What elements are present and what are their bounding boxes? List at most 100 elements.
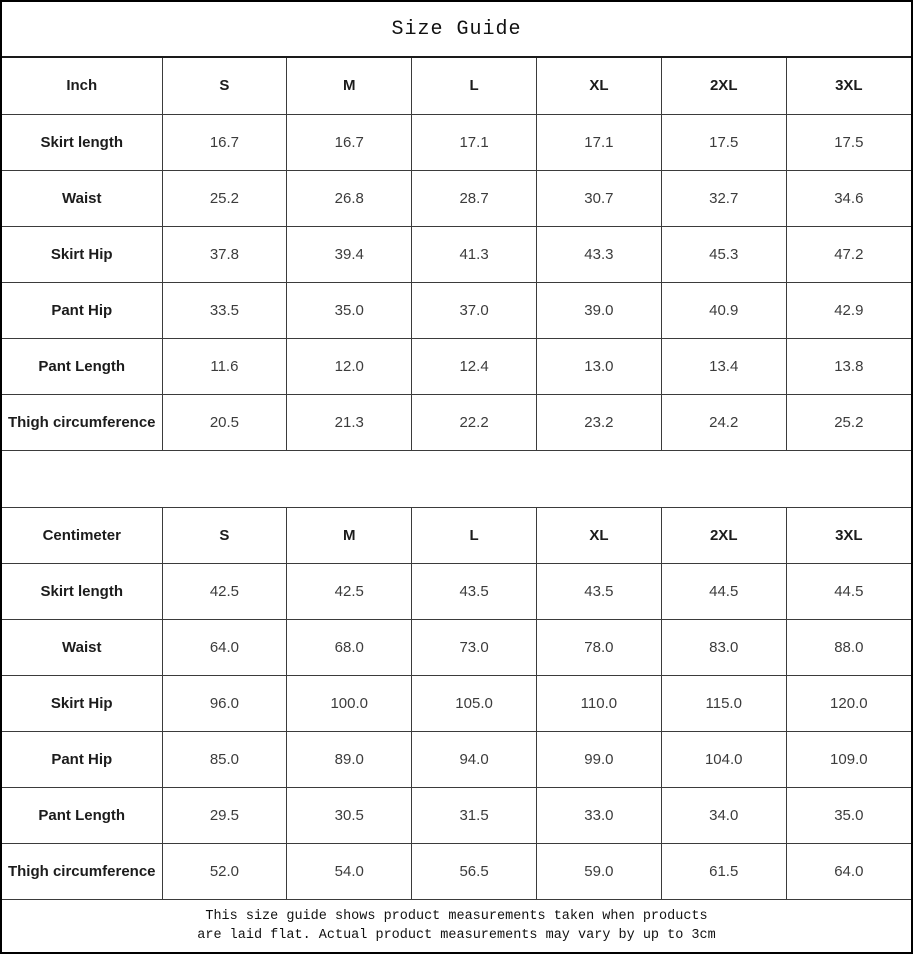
value-cell: 35.0	[786, 787, 911, 844]
size-header-cell: L	[411, 507, 537, 564]
value-cell: 30.5	[286, 787, 413, 844]
measurement-row: Thigh circumference 20.5 21.3 22.2 23.2 24.2 2…	[2, 394, 911, 451]
value-cell: 25.2	[162, 170, 288, 227]
size-header-cell: 3XL	[786, 58, 911, 115]
value-cell: 52.0	[162, 843, 288, 900]
table-spacer	[2, 450, 911, 508]
value-cell: 89.0	[286, 731, 413, 788]
row-label-cell: Thigh circumference	[2, 843, 163, 900]
row-label-cell: Waist	[2, 619, 163, 676]
value-cell: 68.0	[286, 619, 413, 676]
value-cell: 16.7	[162, 114, 288, 171]
size-header-row: Inch S M L XL 2XL 3XL	[2, 58, 911, 115]
inch-size-table: Inch S M L XL 2XL 3XL Skirt length 16.7 16.7 17.1 1…	[2, 58, 911, 451]
value-cell: 24.2	[661, 394, 787, 451]
value-cell: 13.4	[661, 338, 787, 395]
size-header-cell: XL	[536, 507, 662, 564]
size-header-cell: M	[286, 58, 413, 115]
row-label-cell: Skirt Hip	[2, 226, 163, 283]
value-cell: 56.5	[411, 843, 537, 900]
value-cell: 64.0	[162, 619, 288, 676]
value-cell: 47.2	[786, 226, 911, 283]
value-cell: 25.2	[786, 394, 911, 451]
row-label-cell: Pant Length	[2, 787, 163, 844]
size-header-cell: M	[286, 507, 413, 564]
value-cell: 37.0	[411, 282, 537, 339]
footer-note-line2: are laid flat. Actual product measuremen…	[197, 928, 716, 943]
size-header-cell: XL	[536, 58, 662, 115]
measurement-row: Pant Length 29.5 30.5 31.5 33.0 34.0 35.0	[2, 787, 911, 844]
value-cell: 12.0	[286, 338, 413, 395]
value-cell: 35.0	[286, 282, 413, 339]
value-cell: 54.0	[286, 843, 413, 900]
value-cell: 83.0	[661, 619, 787, 676]
value-cell: 33.0	[536, 787, 662, 844]
measurement-row: Skirt Hip 37.8 39.4 41.3 43.3 45.3 47.2	[2, 226, 911, 283]
measurement-row: Skirt length 42.5 42.5 43.5 43.5 44.5 44.5	[2, 563, 911, 620]
row-label-cell: Pant Length	[2, 338, 163, 395]
value-cell: 120.0	[786, 675, 911, 732]
value-cell: 105.0	[411, 675, 537, 732]
page-title: Size Guide	[2, 2, 911, 58]
measurement-row: Waist 64.0 68.0 73.0 78.0 83.0 88.0	[2, 619, 911, 676]
value-cell: 17.1	[411, 114, 537, 171]
value-cell: 17.5	[786, 114, 911, 171]
value-cell: 34.6	[786, 170, 911, 227]
value-cell: 100.0	[286, 675, 413, 732]
size-header-cell: 2XL	[661, 58, 787, 115]
size-header-cell: S	[162, 58, 288, 115]
value-cell: 45.3	[661, 226, 787, 283]
value-cell: 109.0	[786, 731, 911, 788]
value-cell: 85.0	[162, 731, 288, 788]
size-header-cell: 3XL	[786, 507, 911, 564]
value-cell: 13.8	[786, 338, 911, 395]
value-cell: 99.0	[536, 731, 662, 788]
value-cell: 115.0	[661, 675, 787, 732]
footer-note-line1: This size guide shows product measuremen…	[205, 909, 708, 924]
value-cell: 39.0	[536, 282, 662, 339]
value-cell: 43.3	[536, 226, 662, 283]
value-cell: 94.0	[411, 731, 537, 788]
value-cell: 37.8	[162, 226, 288, 283]
value-cell: 26.8	[286, 170, 413, 227]
row-label-cell: Skirt length	[2, 114, 163, 171]
value-cell: 31.5	[411, 787, 537, 844]
value-cell: 59.0	[536, 843, 662, 900]
value-cell: 43.5	[411, 563, 537, 620]
measurement-row: Pant Hip 33.5 35.0 37.0 39.0 40.9 42.9	[2, 282, 911, 339]
unit-header-cell: Centimeter	[2, 507, 163, 564]
row-label-cell: Pant Hip	[2, 282, 163, 339]
footer-note: This size guide shows product measuremen…	[2, 900, 911, 952]
row-label-cell: Waist	[2, 170, 163, 227]
value-cell: 33.5	[162, 282, 288, 339]
value-cell: 104.0	[661, 731, 787, 788]
value-cell: 17.1	[536, 114, 662, 171]
size-header-cell: S	[162, 507, 288, 564]
value-cell: 11.6	[162, 338, 288, 395]
measurement-row: Pant Hip 85.0 89.0 94.0 99.0 104.0 109.0	[2, 731, 911, 788]
value-cell: 22.2	[411, 394, 537, 451]
value-cell: 30.7	[536, 170, 662, 227]
value-cell: 110.0	[536, 675, 662, 732]
centimeter-size-table: Centimeter S M L XL 2XL 3XL Skirt length 42.5 42.…	[2, 507, 911, 900]
size-header-row: Centimeter S M L XL 2XL 3XL	[2, 507, 911, 564]
value-cell: 32.7	[661, 170, 787, 227]
value-cell: 96.0	[162, 675, 288, 732]
measurement-row: Skirt Hip 96.0 100.0 105.0 110.0 115.0 120.0	[2, 675, 911, 732]
value-cell: 34.0	[661, 787, 787, 844]
row-label-cell: Skirt length	[2, 563, 163, 620]
value-cell: 88.0	[786, 619, 911, 676]
value-cell: 17.5	[661, 114, 787, 171]
value-cell: 78.0	[536, 619, 662, 676]
value-cell: 44.5	[786, 563, 911, 620]
value-cell: 42.5	[286, 563, 413, 620]
value-cell: 64.0	[786, 843, 911, 900]
measurement-row: Waist 25.2 26.8 28.7 30.7 32.7 34.6	[2, 170, 911, 227]
value-cell: 42.5	[162, 563, 288, 620]
value-cell: 29.5	[162, 787, 288, 844]
value-cell: 12.4	[411, 338, 537, 395]
value-cell: 16.7	[286, 114, 413, 171]
value-cell: 43.5	[536, 563, 662, 620]
value-cell: 20.5	[162, 394, 288, 451]
